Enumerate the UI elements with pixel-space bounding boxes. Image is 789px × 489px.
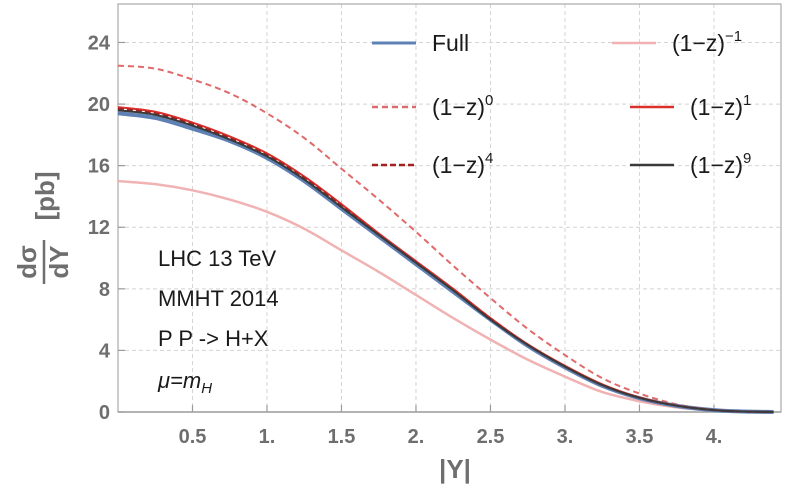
annotation-scale-sub: H	[201, 380, 212, 397]
x-tick-label: 3.	[557, 426, 574, 448]
x-axis: 0.5 1. 1.5 2. 2.5 3. 3.5 4.	[118, 405, 781, 448]
x-tick-label: 3.5	[626, 426, 654, 448]
x-tick-label: 1.5	[328, 426, 356, 448]
annotation-scale-main: μ=m	[157, 368, 201, 393]
y-axis: 0 4 8 12 16 20 24	[88, 32, 125, 424]
legend-label-2: (1−z)0	[432, 92, 493, 120]
legend-label-1: (1−z)−1	[672, 28, 742, 56]
x-tick-label: 2.	[408, 426, 425, 448]
y-axis-title: dσ dY [pb]	[12, 171, 74, 284]
x-axis-title: |Y|	[439, 454, 471, 484]
y-tick-label: 8	[99, 279, 110, 301]
y-axis-title-denominator: dY	[44, 245, 74, 278]
y-tick-label: 24	[88, 32, 111, 54]
series-line-5	[117, 109, 774, 413]
x-tick-label: 0.5	[179, 426, 207, 448]
annotation-pdf: MMHT 2014	[158, 286, 279, 311]
y-axis-title-unit: [pb]	[30, 171, 60, 220]
y-tick-label: 16	[88, 156, 110, 178]
x-tick-label: 1.	[259, 426, 276, 448]
annotation-block: LHC 13 TeV MMHT 2014 P P -> H+X μ=mH	[157, 246, 279, 397]
legend-label-4: (1−z)4	[432, 150, 493, 178]
y-axis-title-numerator: dσ	[12, 245, 42, 279]
annotation-process: P P -> H+X	[158, 326, 269, 351]
legend-label-3: (1−z)1	[690, 92, 751, 120]
x-tick-label: 2.5	[477, 426, 505, 448]
annotation-energy: LHC 13 TeV	[158, 246, 277, 271]
y-tick-label: 0	[99, 402, 110, 424]
y-tick-label: 20	[88, 94, 110, 116]
annotation-scale: μ=mH	[157, 368, 212, 397]
x-tick-label: 4.	[706, 426, 723, 448]
series-group	[117, 64, 774, 414]
y-tick-label: 4	[99, 340, 111, 362]
y-tick-label: 12	[88, 217, 110, 239]
legend: Full (1−z)−1 (1−z)0 (1−z)1 (1−z)4 (1−z)9	[372, 28, 751, 178]
legend-label-0: Full	[432, 30, 469, 56]
legend-label-5: (1−z)9	[690, 150, 751, 178]
